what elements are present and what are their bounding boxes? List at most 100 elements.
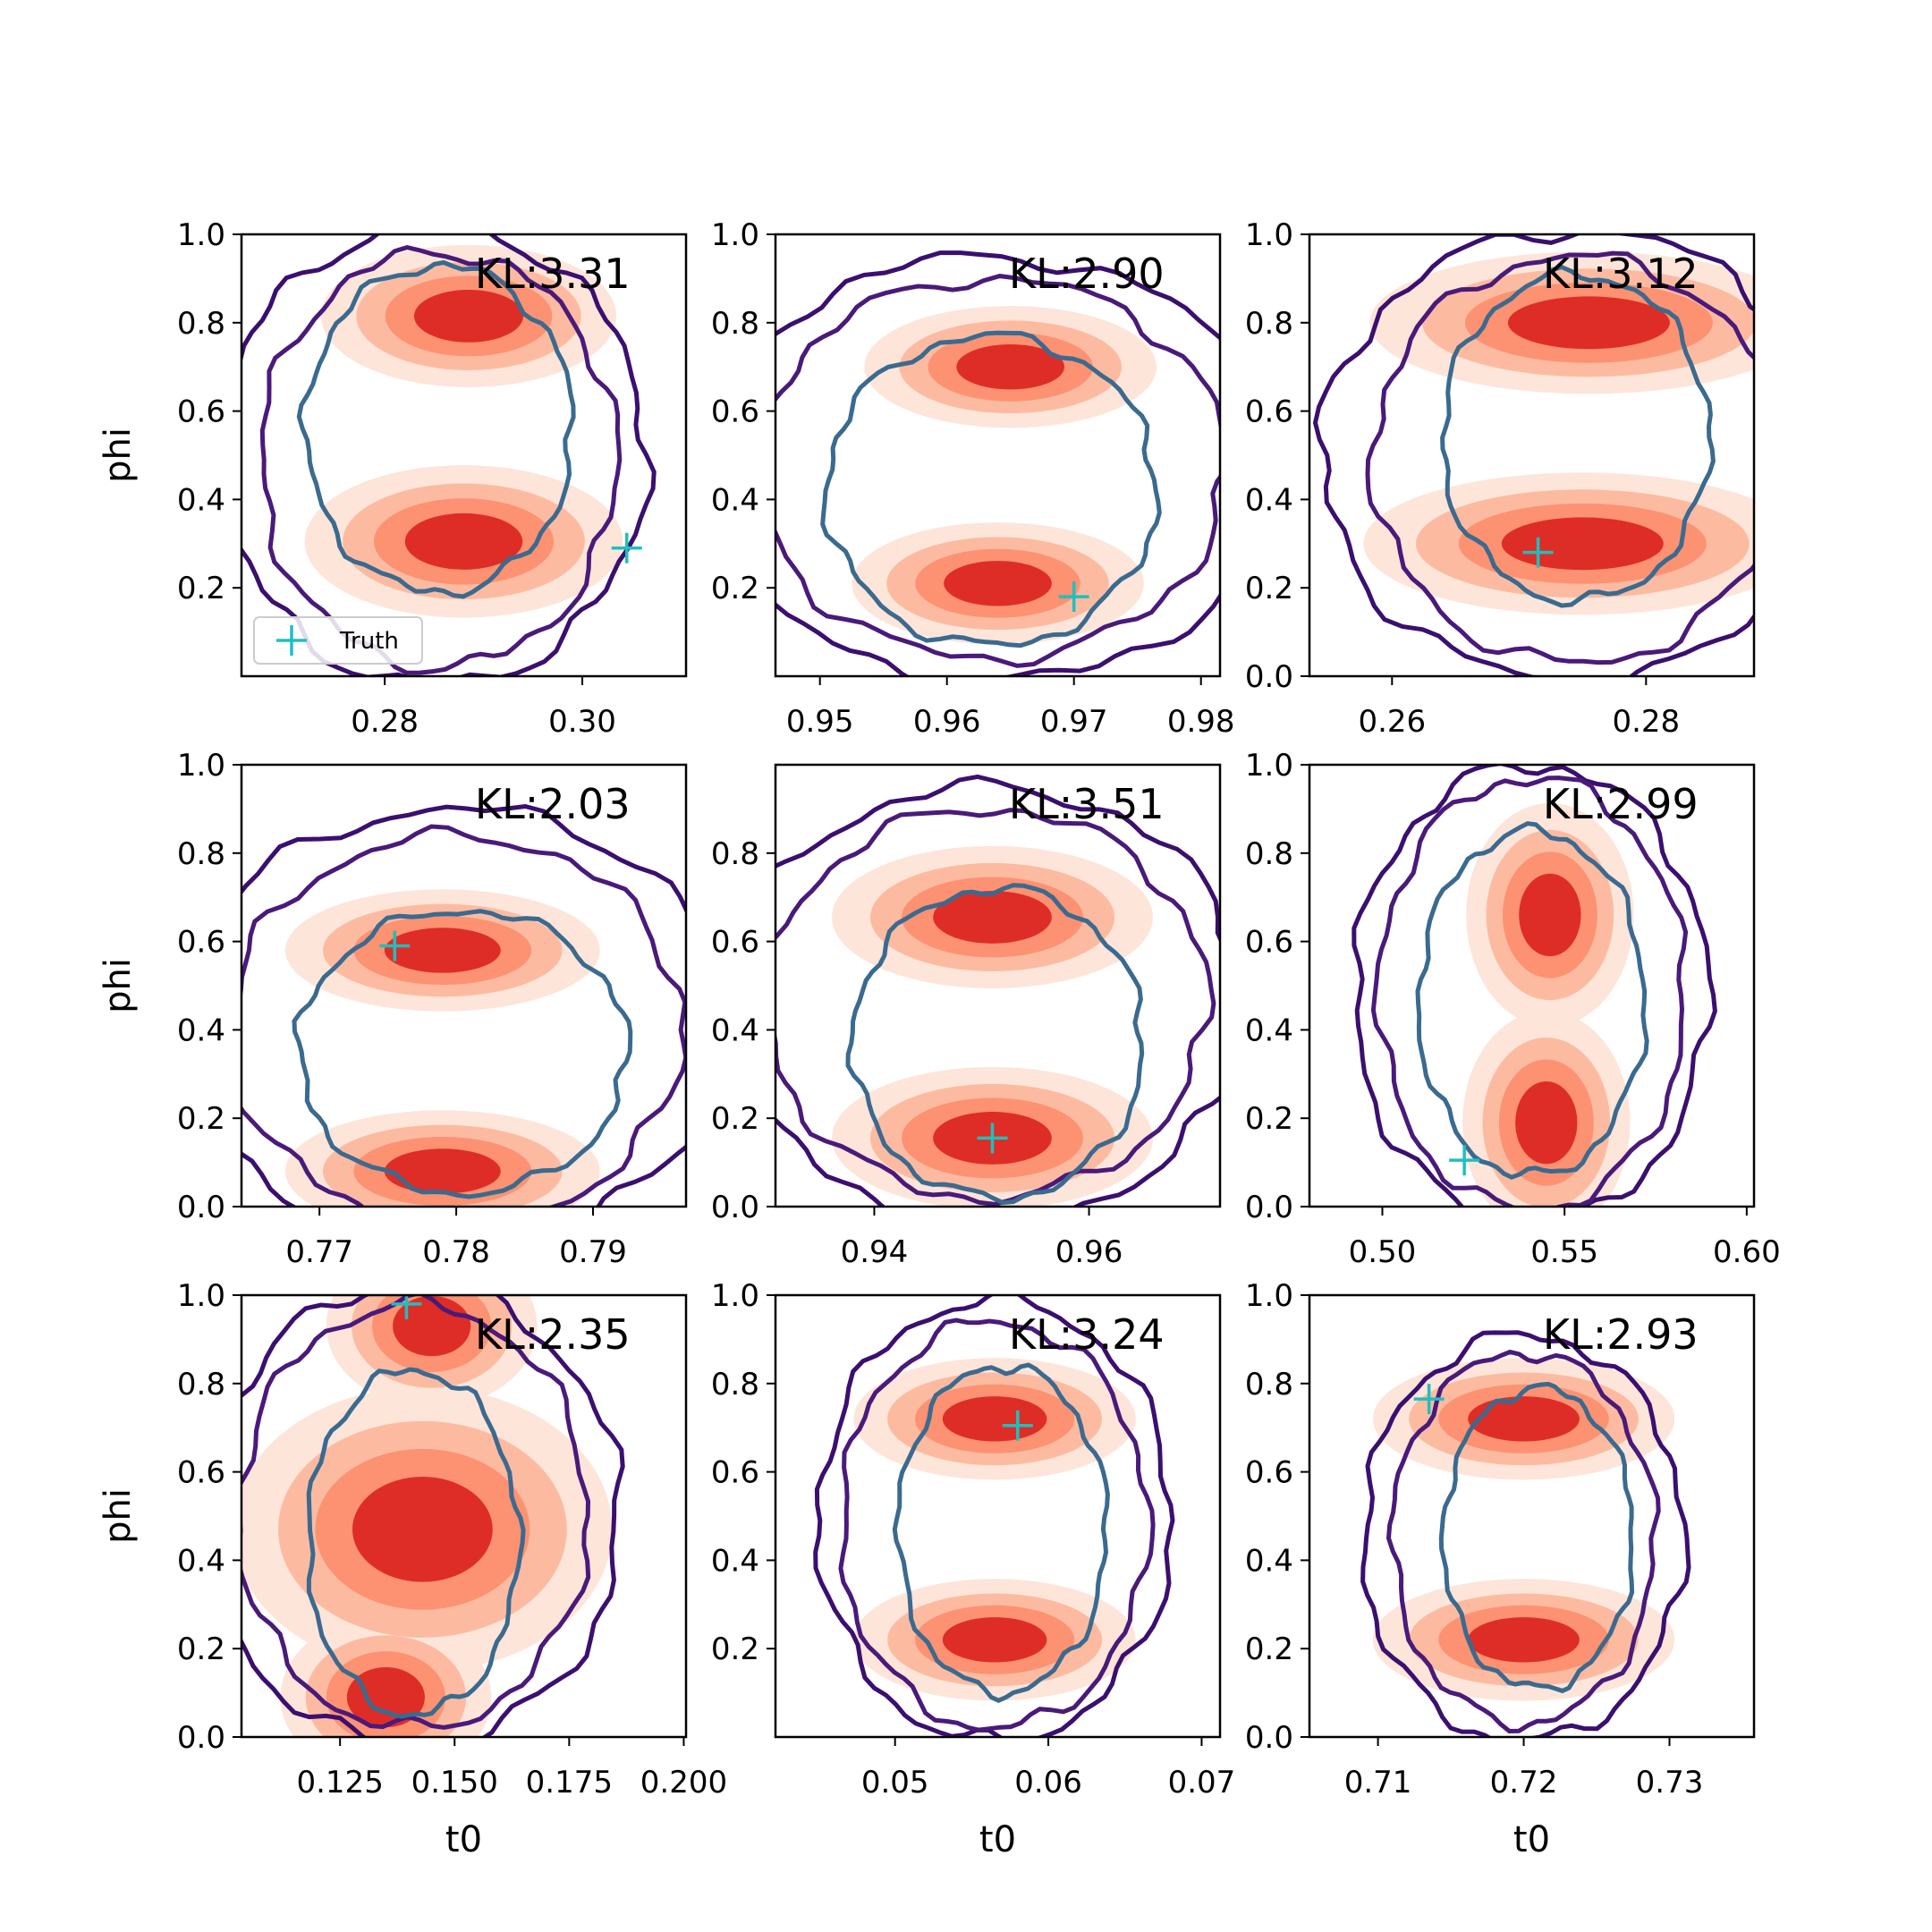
- y-tick-label: 0.4: [177, 1013, 225, 1048]
- y-tick-label: 1.0: [177, 1278, 225, 1314]
- subplot-8: 0.05 0.06 0.07 0.2 0.4 0.6 0.8 1.0 KL:3.24 t0: [711, 1278, 1235, 1860]
- x-tick-label: 0.50: [1349, 1234, 1417, 1270]
- axes-frame: [1308, 1293, 1756, 1739]
- contour-outer: [242, 1295, 625, 1737]
- kl-annotation: KL:2.99: [1543, 780, 1699, 828]
- subplot-4: 0.77 0.78 0.79 0.0 0.2 0.4 0.6 0.8 1.0 KL:2.03 phi: [97, 748, 688, 1270]
- axes-frame: [774, 763, 1222, 1208]
- y-tick-label: 0.6: [1245, 925, 1293, 961]
- contour-outer: [775, 250, 1220, 676]
- x-tick-label: 0.05: [861, 1765, 929, 1801]
- x-tick-label: 0.30: [548, 704, 616, 740]
- kl-annotation: KL:2.35: [475, 1310, 631, 1359]
- kl-annotation: KL:2.03: [475, 780, 631, 828]
- x-tick-label: 0.60: [1713, 1234, 1781, 1270]
- x-tick-label: 0.200: [640, 1765, 727, 1801]
- kde-level-4-mode-2: [1468, 1617, 1580, 1663]
- kde-level-4-mode-2: [352, 1477, 493, 1582]
- contour-mid: [775, 808, 1216, 1207]
- plot-area: [1352, 765, 1717, 1207]
- contour-outer: [1312, 234, 1754, 676]
- y-tick-label: 0.8: [1245, 836, 1293, 872]
- x-tick-label: 0.175: [526, 1765, 613, 1801]
- contour-mid: [242, 1295, 591, 1730]
- y-tick-label: 0.6: [177, 394, 225, 430]
- contour-inner: [1415, 821, 1649, 1180]
- axes-frame: [1308, 763, 1756, 1208]
- kde-level-4-mode-2: [1515, 1080, 1578, 1165]
- x-tick-label: 0.97: [1040, 704, 1108, 740]
- kl-annotation: KL:2.90: [1009, 250, 1165, 298]
- contour-mid: [259, 245, 623, 675]
- x-tick-label: 0.73: [1636, 1765, 1704, 1801]
- y-tick-label: 0.4: [711, 1543, 759, 1579]
- x-tick-label: 0.77: [285, 1234, 353, 1270]
- x-tick-label: 0.96: [1055, 1234, 1123, 1270]
- contour-mid: [1370, 775, 1689, 1207]
- subplot-1: 0.28 0.30 0.2 0.4 0.6 0.8 1.0 KL:3.31 phi Truth: [97, 217, 688, 740]
- y-tick-label: 0.8: [711, 836, 759, 872]
- x-tick-label: 0.28: [1612, 704, 1680, 740]
- contour-inner: [1438, 1381, 1635, 1694]
- kl-annotation: KL:2.93: [1543, 1310, 1699, 1359]
- y-tick-label: 0.2: [177, 571, 225, 606]
- x-axis-label: t0: [445, 1819, 482, 1860]
- subplot-5: 0.94 0.96 0.0 0.2 0.4 0.6 0.8 KL:3.51: [711, 763, 1222, 1270]
- contour-mid: [838, 1318, 1156, 1733]
- kde-level-4-mode-1: [1468, 1396, 1580, 1442]
- kde-level-4-mode-2: [404, 513, 523, 570]
- truth-marker: [379, 930, 411, 962]
- y-tick-label: 0.2: [1245, 571, 1293, 606]
- contour-inner: [292, 909, 633, 1199]
- y-tick-label: 0.2: [1245, 1631, 1293, 1667]
- y-tick-label: 1.0: [1245, 748, 1293, 784]
- contour-mid: [775, 274, 1220, 668]
- x-tick-label: 0.26: [1358, 704, 1426, 740]
- x-axis-label: t0: [1513, 1819, 1550, 1860]
- y-tick-label: 0.4: [711, 1013, 759, 1048]
- y-tick-label: 0.6: [711, 394, 759, 430]
- y-tick-label: 0.8: [177, 1367, 225, 1402]
- x-tick-label: 0.28: [351, 704, 419, 740]
- contour-inner: [845, 883, 1145, 1206]
- axes-frame: [774, 233, 1222, 678]
- axes-frame: [240, 1293, 688, 1739]
- y-tick-label: 0.6: [711, 925, 759, 961]
- contour-inner: [820, 330, 1162, 648]
- kde-level-4-mode-1: [1519, 873, 1581, 957]
- y-tick-label: 0.0: [177, 1190, 225, 1225]
- y-tick-label: 0.0: [177, 1720, 225, 1756]
- x-axis-label: t0: [979, 1819, 1016, 1860]
- contour-mid: [1385, 1349, 1661, 1734]
- x-tick-label: 0.125: [296, 1765, 383, 1801]
- axes-frame: [240, 233, 688, 678]
- legend: Truth: [253, 616, 423, 665]
- y-tick-label: 0.0: [1245, 1720, 1293, 1756]
- x-tick-label: 0.06: [1014, 1765, 1082, 1801]
- plot-area: [813, 1295, 1175, 1737]
- kde-level-4-mode-1: [933, 891, 1052, 944]
- y-tick-label: 0.8: [711, 306, 759, 342]
- x-tick-label: 0.98: [1167, 704, 1235, 740]
- y-tick-label: 1.0: [711, 1278, 759, 1314]
- plot-area: [242, 803, 686, 1207]
- y-tick-label: 0.0: [711, 1190, 759, 1225]
- contour-inner: [892, 1362, 1110, 1703]
- y-axis-label: phi: [97, 1488, 139, 1544]
- x-tick-label: 0.55: [1530, 1234, 1598, 1270]
- contour-inner: [1440, 264, 1716, 608]
- contour-outer: [242, 234, 657, 676]
- kde-level-4-mode-1: [942, 1396, 1047, 1442]
- y-tick-label: 0.6: [711, 1455, 759, 1491]
- kl-annotation: KL:3.31: [475, 250, 631, 298]
- kl-annotation: KL:3.51: [1009, 780, 1165, 828]
- y-tick-label: 0.6: [177, 1455, 225, 1491]
- plot-area: [242, 234, 657, 676]
- x-tick-label: 0.94: [841, 1234, 909, 1270]
- y-tick-label: 0.4: [1245, 1013, 1293, 1048]
- y-tick-label: 0.8: [177, 836, 225, 872]
- truth-marker: [1449, 1145, 1480, 1176]
- contour-outer: [242, 803, 686, 1207]
- y-tick-label: 0.8: [177, 306, 225, 342]
- kde-level-4-mode-2: [384, 1148, 501, 1194]
